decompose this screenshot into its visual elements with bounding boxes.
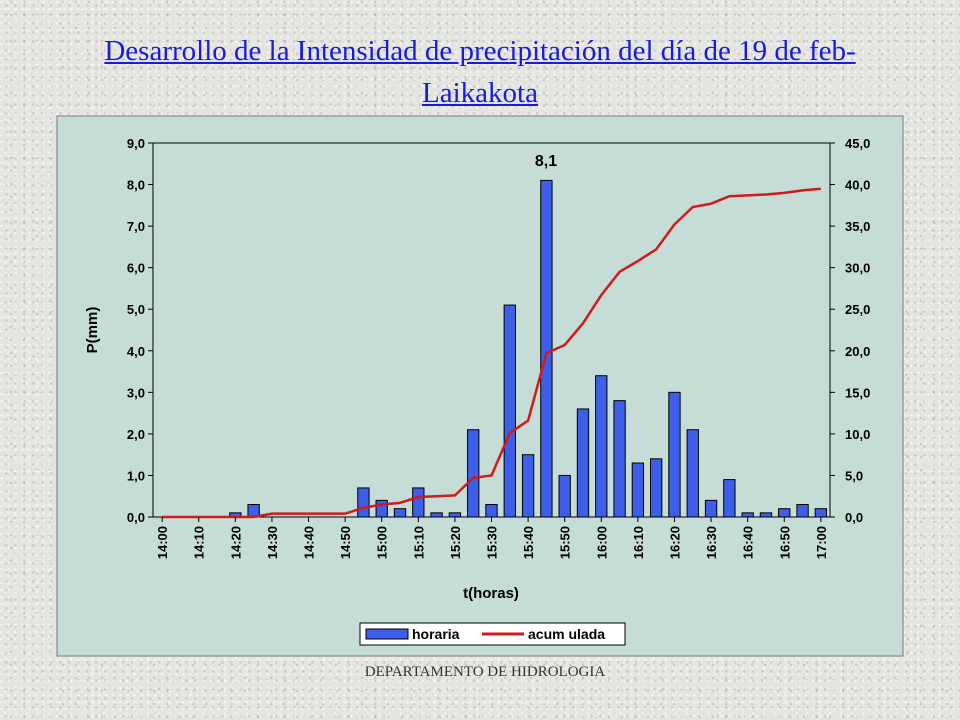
slide-title: Desarrollo de la Intensidad de precipita… — [104, 35, 856, 109]
x-tick-label: 15:50 — [558, 526, 573, 559]
y2-tick-label: 30,0 — [845, 261, 870, 276]
y2-tick-label: 5,0 — [845, 468, 863, 483]
bar-horaria — [558, 474, 571, 518]
y2-tick-label: 40,0 — [845, 178, 870, 193]
bar-horaria — [778, 508, 791, 518]
line-acumulada — [162, 187, 821, 519]
x-tick-label: 16:30 — [704, 526, 719, 559]
bar-horaria — [448, 512, 462, 518]
x-tick-label: 14:30 — [265, 526, 280, 559]
bar-horaria — [650, 458, 663, 518]
y-tick-label: 3,0 — [127, 385, 145, 400]
legend-label-horaria: horaria — [412, 626, 460, 642]
bar-horaria — [796, 504, 809, 518]
bar-horaria — [540, 179, 553, 518]
bar-horaria — [668, 391, 681, 518]
x-tick-label: 15:10 — [411, 526, 426, 559]
bar-horaria — [576, 408, 590, 518]
x-tick-label: 16:50 — [777, 526, 792, 559]
y-tick-label: 8,0 — [127, 178, 145, 193]
plot-area — [152, 142, 831, 518]
y-tick-label: 2,0 — [127, 427, 145, 442]
y-tick-label: 9,0 — [127, 136, 145, 151]
x-tick-label: 16:10 — [631, 526, 646, 559]
bar-horaria — [631, 462, 645, 518]
y2-tick-label: 0,0 — [845, 510, 863, 525]
bar-horaria — [741, 512, 754, 518]
bar-horaria — [485, 504, 498, 518]
x-tick-label: 14:50 — [338, 526, 353, 559]
y2-tick-label: 15,0 — [845, 385, 870, 400]
y-tick-label: 7,0 — [127, 219, 145, 234]
bar-peak-label: 8,1 — [535, 153, 557, 170]
x-tick-label: 14:40 — [302, 526, 317, 559]
bar-horaria — [412, 487, 425, 518]
y2-tick-label: 10,0 — [845, 427, 870, 442]
x-tick-label: 15:20 — [448, 526, 463, 559]
bar-horaria — [814, 508, 828, 518]
bar-horaria — [723, 479, 736, 518]
bar-horaria — [357, 487, 370, 518]
x-tick-label: 14:20 — [228, 526, 243, 559]
legend: horaria acum ulada — [359, 622, 626, 646]
x-tick-label: 17:00 — [814, 526, 829, 559]
legend-label-acumulada: acum ulada — [528, 626, 605, 642]
x-tick-label: 15:30 — [485, 526, 500, 559]
y-tick-label: 0,0 — [127, 510, 145, 525]
bar-horaria — [375, 499, 388, 518]
y-tick-label: 6,0 — [127, 261, 145, 276]
x-tick-label: 14:00 — [155, 526, 170, 559]
bar-horaria — [467, 429, 480, 518]
y-tick-label: 5,0 — [127, 302, 145, 317]
bar-horaria — [430, 512, 443, 518]
x-tick-label: 14:10 — [192, 526, 207, 559]
x-tick-label: 15:40 — [521, 526, 536, 559]
footer-text: DEPARTAMENTO DE HIDROLOGIA — [364, 664, 606, 680]
y2-tick-label: 35,0 — [845, 219, 870, 234]
x-tick-label: 16:40 — [741, 526, 756, 559]
y-tick-label: 1,0 — [127, 468, 145, 483]
x-tick-label: 16:00 — [594, 526, 609, 559]
y2-tick-label: 45,0 — [845, 136, 870, 151]
bar-horaria — [503, 304, 516, 518]
y2-tick-label: 20,0 — [845, 344, 870, 359]
bar-horaria — [595, 375, 608, 518]
bar-horaria — [393, 508, 407, 518]
x-tick-label: 16:20 — [667, 526, 682, 559]
y-axis-title: P(mm) — [84, 307, 101, 354]
bar-horaria — [686, 429, 699, 518]
bar-horaria — [521, 454, 535, 518]
x-tick-label: 15:00 — [375, 526, 390, 559]
y-tick-label: 4,0 — [127, 344, 145, 359]
bar-horaria — [704, 499, 718, 518]
bar-horaria — [613, 400, 626, 518]
bar-horaria — [759, 512, 773, 518]
x-axis-title: t(horas) — [463, 585, 519, 602]
y2-tick-label: 25,0 — [845, 302, 870, 317]
legend-swatch-horaria — [365, 628, 409, 640]
